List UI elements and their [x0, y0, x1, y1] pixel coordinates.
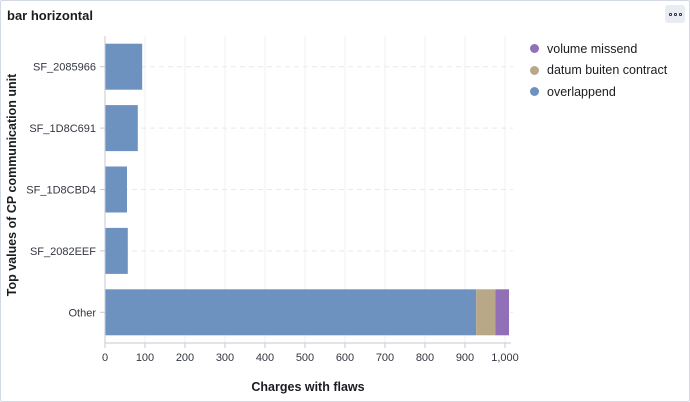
y-axis-title: Top values of CP communication unit	[5, 73, 19, 296]
bar-overlappend-sf_1d8cbd4[interactable]	[105, 166, 127, 213]
bar-overlappend-other[interactable]	[105, 289, 477, 336]
chart-legend: volume missend datum buiten contract overl…	[530, 38, 667, 103]
more-options-icon[interactable]	[665, 5, 685, 23]
legend-label: volume missend	[547, 41, 638, 56]
y-tick-label: SF_1D8C691	[29, 123, 96, 135]
x-tick-label: 500	[296, 352, 314, 364]
y-tick-label: SF_2085966	[33, 62, 96, 74]
y-tick-label: SF_2082EEF	[30, 246, 96, 258]
bar-overlappend-sf_2085966[interactable]	[105, 43, 143, 90]
x-tick-label: 300	[216, 352, 234, 364]
bar-overlappend-sf_1d8c691[interactable]	[105, 105, 138, 152]
x-tick-label: 900	[456, 352, 474, 364]
y-tick-label: Other	[68, 307, 96, 319]
legend-item[interactable]: datum buiten contract	[530, 60, 667, 82]
x-tick-label: 800	[416, 352, 434, 364]
x-tick-label: 0	[102, 352, 108, 364]
panel-title: bar horizontal	[7, 8, 93, 23]
x-axis-title: Charges with flaws	[251, 380, 364, 394]
x-tick-label: 1,000	[491, 352, 519, 364]
bar-overlappend-sf_2082eef[interactable]	[105, 227, 128, 274]
bar-datum-buiten-contract-other[interactable]	[476, 289, 496, 336]
axis-layer: 0 100 200 300 400 500 600 700 800 900 1,000 SF_2085…	[26, 36, 519, 364]
x-tick-label: 200	[176, 352, 194, 364]
legend-label: datum buiten contract	[547, 63, 668, 78]
bars-layer	[105, 43, 509, 336]
y-tick-label: SF_1D8CBD4	[26, 185, 96, 197]
legend-swatch	[530, 44, 539, 54]
legend-label: overlappend	[547, 84, 616, 99]
legend-item[interactable]: overlappend	[530, 81, 667, 103]
x-tick-label: 700	[376, 352, 394, 364]
bar-volume-missend-other[interactable]	[495, 289, 509, 336]
legend-swatch	[530, 65, 539, 75]
legend-swatch	[530, 87, 539, 97]
legend-item[interactable]: volume missend	[530, 38, 667, 60]
x-tick-label: 100	[136, 352, 154, 364]
x-tick-label: 600	[336, 352, 354, 364]
x-tick-label: 400	[256, 352, 274, 364]
